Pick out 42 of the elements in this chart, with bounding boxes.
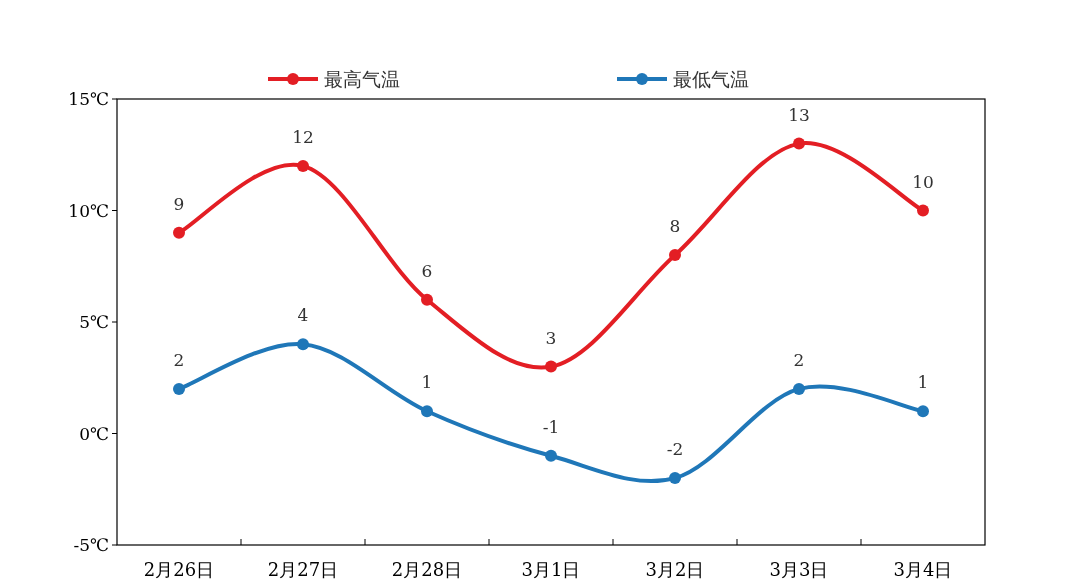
data-label: 2 (173, 349, 185, 370)
point (173, 382, 185, 395)
point (793, 382, 805, 395)
point (917, 405, 929, 418)
point (545, 449, 557, 462)
point (545, 360, 557, 373)
x-tick-label: 3月2日 (645, 559, 705, 580)
x-tick-label: 3月4日 (893, 559, 953, 580)
x-tick-label: 3月3日 (769, 559, 829, 580)
legend-label: 最高气温 (324, 68, 400, 90)
x-tick-label: 2月26日 (143, 559, 215, 580)
data-label: 2 (793, 349, 805, 370)
data-label: -1 (542, 416, 560, 437)
point (793, 137, 805, 150)
data-label: 9 (173, 193, 185, 214)
data-label: 13 (788, 104, 810, 125)
data-label: 1 (917, 372, 929, 393)
point (669, 249, 681, 262)
data-label: 4 (297, 305, 309, 326)
x-tick-label: 2月28日 (391, 559, 463, 580)
data-label: 12 (292, 126, 314, 147)
point (297, 159, 309, 172)
data-label: -2 (666, 439, 684, 460)
point (173, 226, 185, 239)
y-tick-label: 10℃ (68, 200, 109, 221)
data-label: 8 (669, 216, 681, 237)
y-tick-label: 15℃ (68, 89, 109, 109)
point (421, 293, 433, 306)
x-tick-label: 3月1日 (521, 559, 581, 580)
point (297, 338, 309, 351)
y-tick-label: 0℃ (79, 423, 109, 444)
y-tick-label: 5℃ (79, 312, 109, 332)
data-label: 3 (545, 327, 557, 348)
data-label: 10 (912, 171, 934, 192)
point (917, 204, 929, 217)
point (421, 405, 433, 418)
legend-label: 最低气温 (673, 68, 749, 90)
y-tick-label: -5℃ (73, 535, 109, 555)
data-label: 6 (421, 260, 433, 281)
point (669, 472, 681, 485)
x-tick-label: 2月27日 (267, 559, 339, 580)
data-label: 1 (421, 372, 433, 393)
